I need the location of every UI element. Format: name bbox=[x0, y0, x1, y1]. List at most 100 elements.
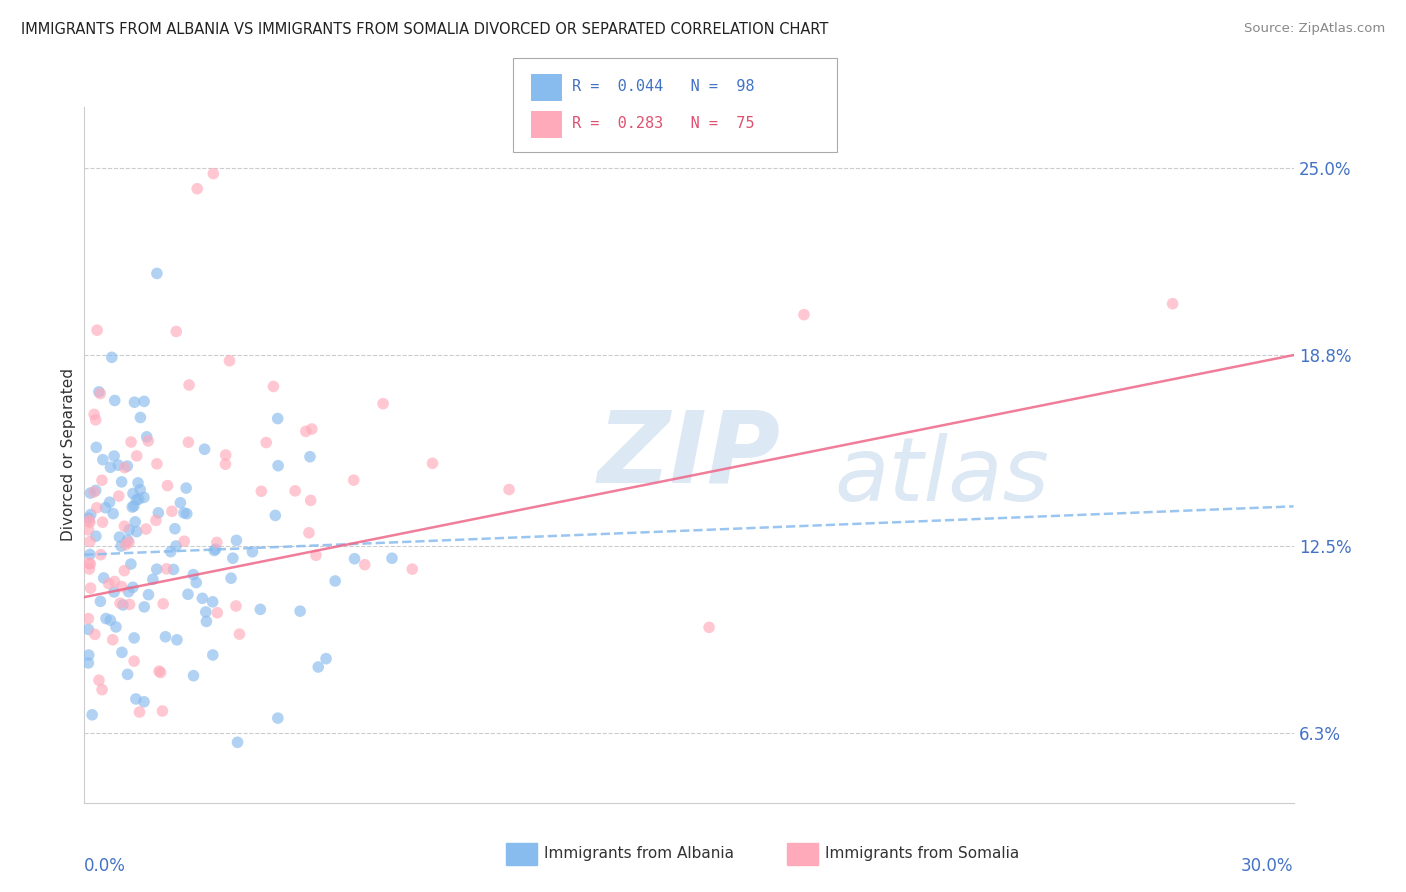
Point bbox=[207, 606, 229, 620]
Point bbox=[79, 516, 101, 530]
Point bbox=[299, 493, 322, 508]
Point bbox=[159, 544, 181, 558]
Point bbox=[77, 556, 100, 570]
Point bbox=[104, 620, 127, 634]
Point bbox=[77, 523, 100, 537]
Point bbox=[122, 654, 145, 668]
Point bbox=[100, 613, 122, 627]
Point bbox=[87, 384, 110, 399]
Point bbox=[145, 562, 167, 576]
Point bbox=[225, 533, 247, 548]
Point bbox=[86, 500, 108, 515]
Point bbox=[267, 458, 290, 473]
Point bbox=[112, 564, 135, 578]
Point bbox=[262, 379, 284, 393]
Text: IMMIGRANTS FROM ALBANIA VS IMMIGRANTS FROM SOMALIA DIVORCED OR SEPARATED CORRELA: IMMIGRANTS FROM ALBANIA VS IMMIGRANTS FR… bbox=[21, 22, 828, 37]
Point bbox=[145, 513, 167, 527]
Point bbox=[218, 353, 240, 368]
Point bbox=[132, 491, 155, 505]
Point bbox=[498, 483, 520, 497]
Point bbox=[83, 408, 105, 422]
Point bbox=[107, 489, 129, 503]
Point bbox=[181, 567, 204, 582]
Point bbox=[103, 449, 125, 463]
Point bbox=[149, 665, 172, 680]
Point bbox=[793, 308, 815, 322]
Point bbox=[201, 595, 224, 609]
Point bbox=[166, 632, 188, 647]
Point bbox=[142, 572, 165, 586]
Point bbox=[125, 692, 148, 706]
Point bbox=[135, 522, 157, 536]
Point bbox=[80, 508, 103, 522]
Point bbox=[93, 571, 115, 585]
Point bbox=[155, 562, 177, 576]
Point bbox=[186, 575, 208, 590]
Point bbox=[148, 664, 170, 678]
Point bbox=[222, 551, 245, 566]
Text: Immigrants from Albania: Immigrants from Albania bbox=[544, 847, 734, 861]
Point bbox=[422, 456, 444, 470]
Point bbox=[214, 457, 236, 471]
Point bbox=[138, 588, 160, 602]
Point bbox=[202, 543, 225, 558]
Point bbox=[103, 585, 125, 599]
Point bbox=[101, 632, 124, 647]
Text: R =  0.283   N =  75: R = 0.283 N = 75 bbox=[572, 117, 755, 131]
Point bbox=[77, 648, 100, 662]
Point bbox=[173, 534, 195, 549]
Point bbox=[226, 735, 249, 749]
Point bbox=[129, 410, 152, 425]
Point bbox=[176, 507, 198, 521]
Point bbox=[90, 473, 112, 487]
Point bbox=[228, 627, 250, 641]
Point bbox=[697, 620, 720, 634]
Y-axis label: Divorced or Separated: Divorced or Separated bbox=[60, 368, 76, 541]
Point bbox=[148, 506, 170, 520]
Point bbox=[118, 523, 141, 537]
Point bbox=[343, 473, 366, 487]
Point bbox=[86, 323, 108, 337]
Point bbox=[108, 596, 131, 610]
Point bbox=[117, 667, 139, 681]
Point bbox=[111, 598, 134, 612]
Point bbox=[254, 435, 277, 450]
Point bbox=[205, 535, 228, 549]
Point bbox=[156, 478, 179, 492]
Point bbox=[84, 413, 107, 427]
Point bbox=[89, 594, 111, 608]
Point bbox=[100, 351, 122, 365]
Point bbox=[194, 605, 217, 619]
Point bbox=[94, 500, 117, 515]
Point bbox=[84, 529, 107, 543]
Point bbox=[169, 496, 191, 510]
Point bbox=[323, 574, 346, 588]
Point bbox=[165, 539, 187, 553]
Text: R =  0.044   N =  98: R = 0.044 N = 98 bbox=[572, 79, 755, 94]
Point bbox=[298, 525, 321, 540]
Text: 30.0%: 30.0% bbox=[1241, 857, 1294, 875]
Point bbox=[124, 395, 146, 409]
Point bbox=[79, 486, 101, 500]
Point bbox=[77, 511, 100, 525]
Point bbox=[353, 558, 375, 572]
Point bbox=[83, 627, 105, 641]
Point bbox=[307, 660, 329, 674]
Point bbox=[267, 411, 290, 425]
Point bbox=[146, 457, 169, 471]
Point bbox=[173, 506, 195, 520]
Point bbox=[114, 460, 136, 475]
Point bbox=[97, 576, 120, 591]
Point bbox=[112, 519, 135, 533]
Point bbox=[122, 631, 145, 645]
Point bbox=[77, 656, 100, 670]
Point bbox=[125, 449, 148, 463]
Point bbox=[87, 673, 110, 688]
Point bbox=[128, 492, 150, 507]
Point bbox=[284, 483, 307, 498]
Point bbox=[111, 645, 134, 659]
Point bbox=[155, 630, 177, 644]
Point bbox=[264, 508, 287, 523]
Point bbox=[110, 539, 132, 553]
Point bbox=[165, 325, 187, 339]
